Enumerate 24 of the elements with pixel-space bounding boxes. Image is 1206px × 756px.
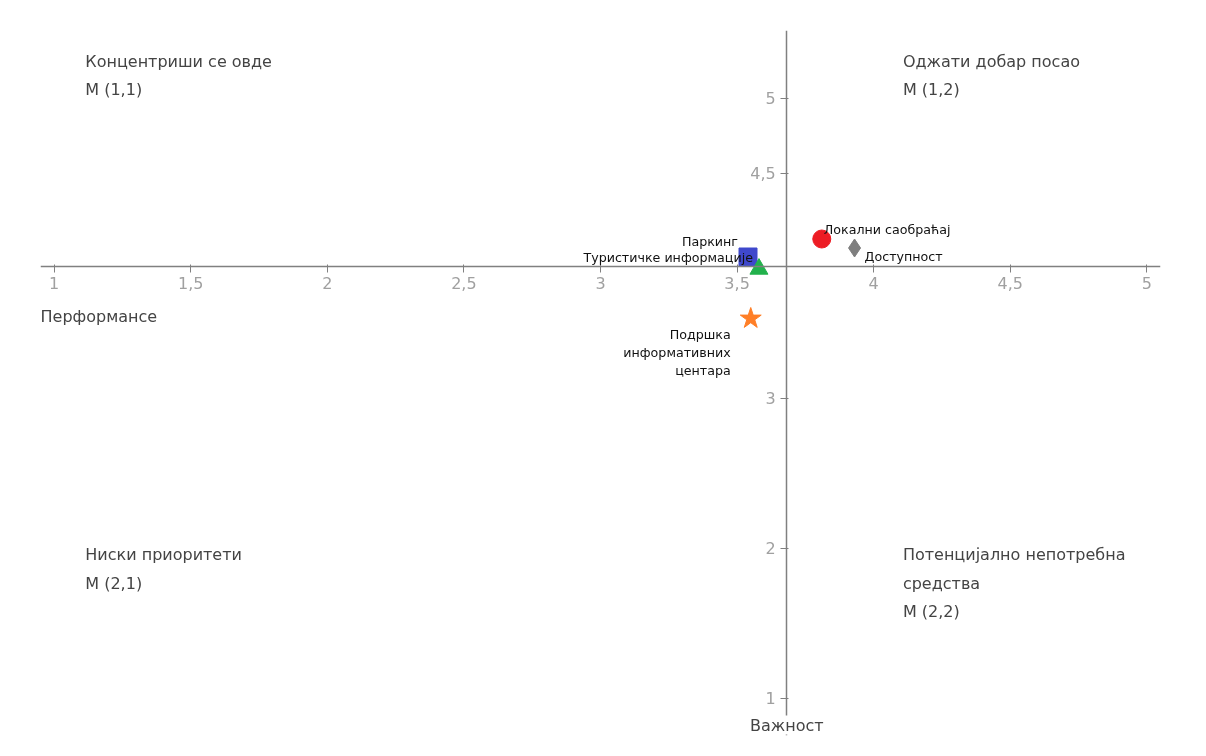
series-label: Подршка информативних центара bbox=[623, 326, 732, 378]
x-tick-label: 4 bbox=[868, 274, 879, 294]
x-tick-label: 2,5 bbox=[451, 274, 477, 294]
y-tick-label: 5 bbox=[765, 89, 776, 108]
x-tick-label: 2 bbox=[322, 274, 333, 294]
x-tick-label: 1,5 bbox=[178, 274, 204, 294]
x-tick-label: 1 bbox=[49, 274, 60, 294]
series-label: Локални саобраћај bbox=[823, 222, 951, 237]
series-label: Доступност bbox=[864, 248, 943, 264]
x-tick-label: 3,5 bbox=[724, 274, 750, 294]
x-tick-label: 5 bbox=[1141, 274, 1152, 294]
x-axis-title: Перформансе bbox=[40, 306, 158, 326]
annotation: Концентриши се овде M (1,1) bbox=[85, 51, 272, 100]
y-tick-label: 1 bbox=[765, 689, 776, 708]
y-tick-label: 2 bbox=[765, 539, 776, 558]
series-label: Паркинг bbox=[681, 234, 739, 249]
x-tick-label: 3 bbox=[595, 274, 606, 294]
y-axis-title: Важност bbox=[750, 715, 824, 735]
y-tick-label: 3 bbox=[765, 389, 776, 408]
x-tick-label: 4,5 bbox=[997, 274, 1023, 294]
annotation: Ниски приоритети M (2,1) bbox=[85, 545, 242, 593]
annotation: Оджати добар посао M (1,2) bbox=[902, 51, 1080, 100]
y-tick-label: 4,5 bbox=[750, 164, 776, 183]
annotation: Потенцијално непотребна средства M (2,2) bbox=[902, 545, 1126, 622]
